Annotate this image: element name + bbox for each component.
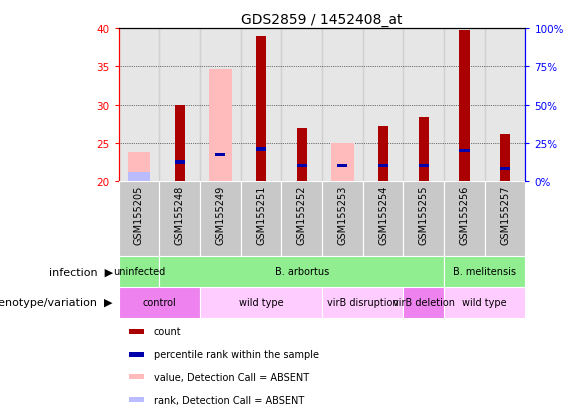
Bar xyxy=(500,168,510,171)
Bar xyxy=(129,375,144,380)
Text: GSM155253: GSM155253 xyxy=(337,185,347,244)
Bar xyxy=(159,29,200,182)
Bar xyxy=(403,182,444,256)
Bar xyxy=(129,397,144,402)
Bar xyxy=(322,287,403,318)
Bar xyxy=(119,182,159,256)
Bar xyxy=(281,29,322,182)
Bar xyxy=(444,287,525,318)
Bar xyxy=(444,256,525,287)
Text: rank, Detection Call = ABSENT: rank, Detection Call = ABSENT xyxy=(154,395,304,405)
Bar xyxy=(200,29,241,182)
Text: B. arbortus: B. arbortus xyxy=(275,266,329,277)
Text: genotype/variation  ▶: genotype/variation ▶ xyxy=(0,297,113,308)
Text: uninfected: uninfected xyxy=(113,266,165,277)
Bar xyxy=(128,153,150,182)
Text: GSM155252: GSM155252 xyxy=(297,185,307,245)
Text: infection  ▶: infection ▶ xyxy=(49,266,113,277)
Bar xyxy=(297,128,307,182)
Bar xyxy=(444,29,485,182)
Title: GDS2859 / 1452408_at: GDS2859 / 1452408_at xyxy=(241,12,403,26)
Bar xyxy=(119,256,159,287)
Text: GSM155257: GSM155257 xyxy=(500,185,510,245)
Bar xyxy=(485,29,525,182)
Text: wild type: wild type xyxy=(463,297,507,308)
Bar xyxy=(363,182,403,256)
Bar xyxy=(419,118,429,182)
Text: control: control xyxy=(142,297,176,308)
Bar xyxy=(129,352,144,357)
Bar xyxy=(403,29,444,182)
Text: wild type: wild type xyxy=(239,297,283,308)
Bar xyxy=(419,164,429,167)
Bar xyxy=(241,182,281,256)
Bar xyxy=(281,182,322,256)
Bar xyxy=(128,173,150,182)
Text: percentile rank within the sample: percentile rank within the sample xyxy=(154,349,319,359)
Bar xyxy=(378,164,388,167)
Text: B. melitensis: B. melitensis xyxy=(453,266,516,277)
Bar xyxy=(159,182,200,256)
Bar xyxy=(215,154,225,157)
Bar xyxy=(444,182,485,256)
Bar xyxy=(500,135,510,182)
Bar xyxy=(175,161,185,164)
Bar xyxy=(119,29,159,182)
Text: GSM155256: GSM155256 xyxy=(459,185,470,244)
Bar xyxy=(403,287,444,318)
Bar xyxy=(200,182,241,256)
Bar xyxy=(256,148,266,151)
Bar xyxy=(331,143,354,182)
Text: count: count xyxy=(154,327,181,337)
Bar xyxy=(256,36,266,182)
Text: GSM155248: GSM155248 xyxy=(175,185,185,244)
Bar xyxy=(337,164,347,167)
Bar xyxy=(241,29,281,182)
Text: virB disruption: virB disruption xyxy=(327,297,398,308)
Bar xyxy=(129,329,144,334)
Text: GSM155251: GSM155251 xyxy=(256,185,266,244)
Bar xyxy=(209,69,232,182)
Bar xyxy=(200,287,322,318)
Text: GSM155249: GSM155249 xyxy=(215,185,225,244)
Bar xyxy=(119,287,200,318)
Bar xyxy=(322,29,363,182)
Bar xyxy=(175,106,185,182)
Bar xyxy=(159,256,444,287)
Bar xyxy=(485,182,525,256)
Bar xyxy=(297,164,307,167)
Text: GSM155205: GSM155205 xyxy=(134,185,144,244)
Bar xyxy=(322,182,363,256)
Bar xyxy=(378,127,388,182)
Text: GSM155255: GSM155255 xyxy=(419,185,429,245)
Text: virB deletion: virB deletion xyxy=(393,297,455,308)
Text: value, Detection Call = ABSENT: value, Detection Call = ABSENT xyxy=(154,372,309,382)
Bar xyxy=(363,29,403,182)
Text: GSM155254: GSM155254 xyxy=(378,185,388,244)
Bar xyxy=(459,31,470,182)
Bar xyxy=(459,150,470,153)
